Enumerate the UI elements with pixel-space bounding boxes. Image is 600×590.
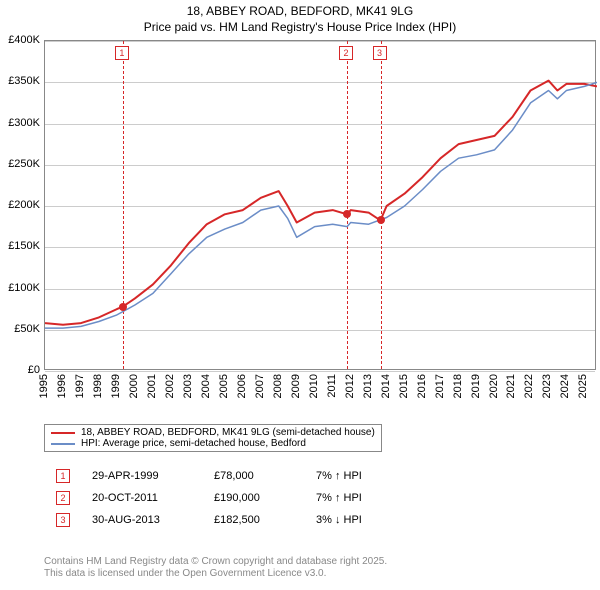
y-axis-label: £0 (0, 364, 40, 376)
transaction-price: £190,000 (204, 488, 304, 508)
x-axis-label: 2004 (200, 374, 212, 398)
marker-label: 1 (115, 46, 129, 60)
legend-item: 18, ABBEY ROAD, BEDFORD, MK41 9LG (semi-… (51, 427, 375, 438)
x-axis-label: 2012 (344, 374, 356, 398)
x-axis-label: 2016 (416, 374, 428, 398)
legend-label: HPI: Average price, semi-detached house,… (81, 438, 306, 449)
chart-plot-area (44, 40, 596, 370)
x-axis-label: 2005 (218, 374, 230, 398)
x-axis-label: 2015 (398, 374, 410, 398)
x-axis-label: 2011 (326, 374, 338, 398)
marker-label: 1 (56, 469, 70, 483)
x-axis-label: 2019 (470, 374, 482, 398)
table-row: 1 29-APR-1999£78,0007% ↑ HPI (46, 466, 372, 486)
y-axis-label: £150K (0, 240, 40, 252)
transaction-hpi-delta: 7% ↑ HPI (306, 466, 372, 486)
data-point-marker (377, 216, 385, 224)
marker-label: 2 (339, 46, 353, 60)
data-point-marker (343, 210, 351, 218)
y-axis-label: £350K (0, 75, 40, 87)
x-axis-label: 2023 (541, 374, 553, 398)
data-point-marker (119, 303, 127, 311)
y-axis-label: £50K (0, 323, 40, 335)
x-axis-label: 1998 (92, 374, 104, 398)
x-axis-label: 2009 (290, 374, 302, 398)
gridline (45, 371, 595, 372)
x-axis-label: 1997 (74, 374, 86, 398)
transaction-hpi-delta: 3% ↓ HPI (306, 510, 372, 530)
transaction-date: 30-AUG-2013 (82, 510, 202, 530)
x-axis-label: 2003 (182, 374, 194, 398)
x-axis-label: 2017 (434, 374, 446, 398)
x-axis-label: 2000 (128, 374, 140, 398)
x-axis-label: 1995 (38, 374, 50, 398)
x-axis-label: 2013 (362, 374, 374, 398)
x-axis-label: 2018 (452, 374, 464, 398)
x-axis-label: 2008 (272, 374, 284, 398)
legend-label: 18, ABBEY ROAD, BEDFORD, MK41 9LG (semi-… (81, 427, 375, 438)
legend-swatch (51, 432, 75, 434)
x-axis-label: 2010 (308, 374, 320, 398)
transaction-hpi-delta: 7% ↑ HPI (306, 488, 372, 508)
x-axis-label: 2020 (488, 374, 500, 398)
x-axis-label: 2001 (146, 374, 158, 398)
title-line-2: Price paid vs. HM Land Registry's House … (0, 20, 600, 36)
x-axis-label: 2002 (164, 374, 176, 398)
marker-label: 2 (56, 491, 70, 505)
legend-swatch (51, 443, 75, 445)
marker-label: 3 (373, 46, 387, 60)
license-line-1: Contains HM Land Registry data © Crown c… (44, 556, 387, 568)
y-axis-label: £300K (0, 117, 40, 129)
x-axis-label: 1996 (56, 374, 68, 398)
transaction-date: 20-OCT-2011 (82, 488, 202, 508)
x-axis-label: 2025 (577, 374, 589, 398)
x-axis-label: 2024 (559, 374, 571, 398)
y-axis-label: £250K (0, 158, 40, 170)
x-axis-label: 2007 (254, 374, 266, 398)
x-axis-label: 2014 (380, 374, 392, 398)
y-axis-label: £100K (0, 282, 40, 294)
chart-legend: 18, ABBEY ROAD, BEDFORD, MK41 9LG (semi-… (44, 424, 382, 452)
transaction-price: £182,500 (204, 510, 304, 530)
table-row: 3 30-AUG-2013£182,5003% ↓ HPI (46, 510, 372, 530)
x-axis-label: 2021 (505, 374, 517, 398)
license-text: Contains HM Land Registry data © Crown c… (44, 556, 387, 580)
chart-series (45, 41, 597, 371)
y-axis-label: £200K (0, 199, 40, 211)
y-axis-label: £400K (0, 34, 40, 46)
transaction-price: £78,000 (204, 466, 304, 486)
marker-label: 3 (56, 513, 70, 527)
license-line-2: This data is licensed under the Open Gov… (44, 568, 387, 580)
legend-item: HPI: Average price, semi-detached house,… (51, 438, 375, 449)
transactions-table: 1 29-APR-1999£78,0007% ↑ HPI 2 20-OCT-2011£… (44, 464, 374, 532)
x-axis-label: 2006 (236, 374, 248, 398)
x-axis-label: 1999 (110, 374, 122, 398)
table-row: 2 20-OCT-2011£190,0007% ↑ HPI (46, 488, 372, 508)
title-line-1: 18, ABBEY ROAD, BEDFORD, MK41 9LG (0, 4, 600, 20)
transaction-date: 29-APR-1999 (82, 466, 202, 486)
x-axis-label: 2022 (523, 374, 535, 398)
